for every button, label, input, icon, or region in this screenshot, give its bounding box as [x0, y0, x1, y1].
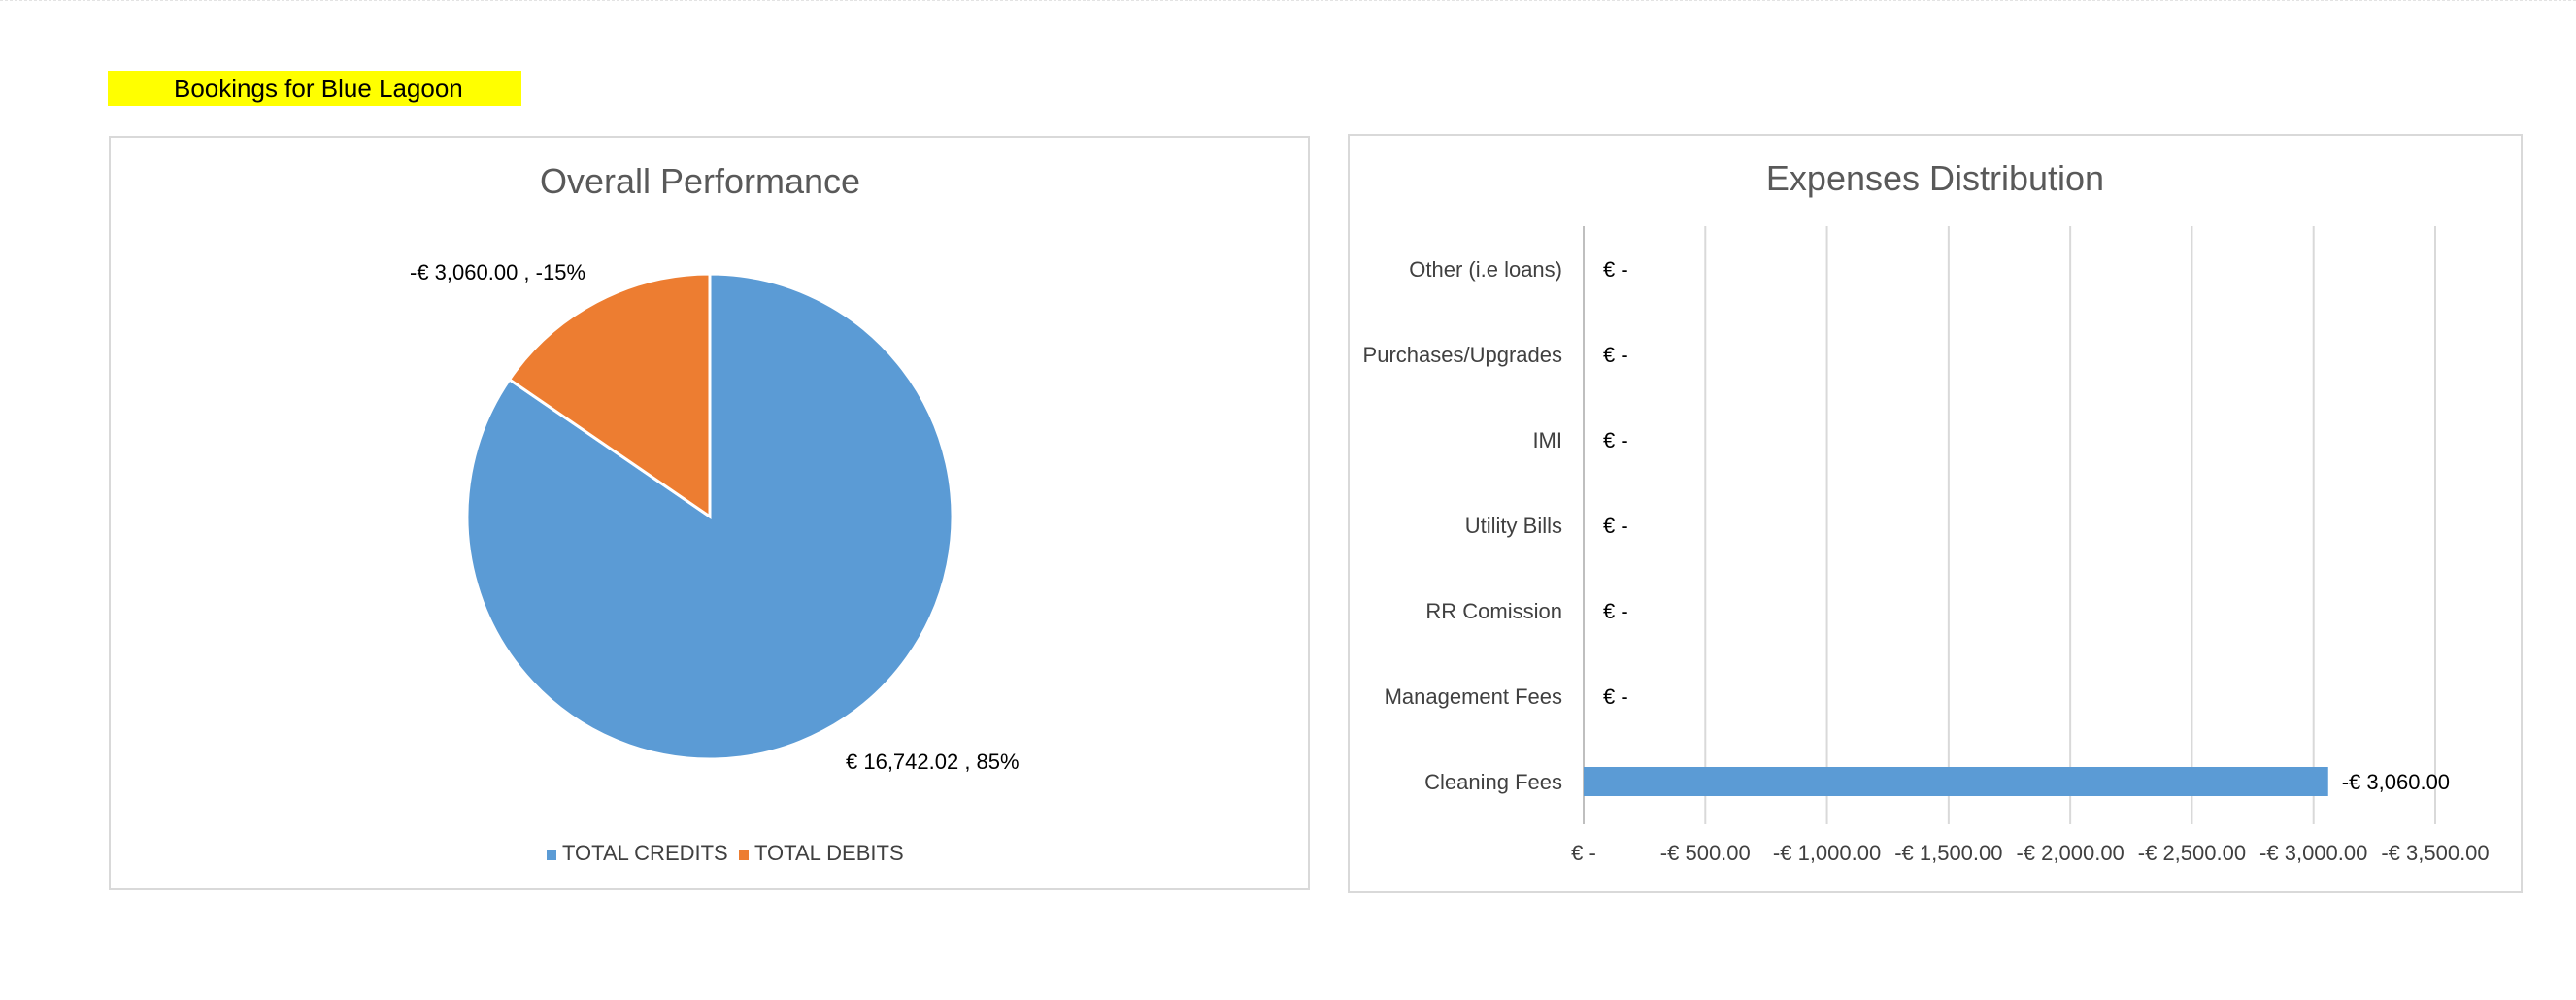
pie-data-label-credits: € 16,742.02 , 85%	[846, 750, 1020, 774]
category-label: Management Fees	[1385, 684, 1562, 709]
pie-chart-svg: Overall Performance € 16,742.02 , 85% -€…	[410, 161, 1020, 865]
bar[interactable]	[1584, 767, 2328, 796]
bar-gridlines	[1583, 226, 2436, 824]
x-tick-label: € -	[1571, 841, 1596, 865]
bar-x-tick-labels: € - -€ 500.00 -€ 1,000.00 -€ 1,500.00 -€ 2,0…	[1571, 841, 2490, 865]
bar-value-label: € -	[1603, 428, 1628, 452]
x-tick-label: -€ 3,000.00	[2259, 841, 2367, 865]
pie-data-label-debits: -€ 3,060.00 , -15%	[410, 260, 585, 284]
legend-swatch-credits	[547, 850, 556, 860]
category-label: Utility Bills	[1465, 514, 1562, 538]
bar-chart-title: Expenses Distribution	[1766, 158, 2104, 198]
pie-chart-title: Overall Performance	[540, 161, 860, 201]
bar-value-label: € -	[1603, 599, 1628, 623]
bar-value-label: € -	[1603, 684, 1628, 709]
x-tick-label: -€ 3,500.00	[2381, 841, 2489, 865]
pie-slice-debits[interactable]	[507, 272, 712, 519]
bar-series	[1584, 767, 2328, 796]
category-label: IMI	[1532, 428, 1562, 452]
category-label: RR Comission	[1425, 599, 1562, 623]
bar-chart-svg: Expenses Distribution Other (i.e loans) P…	[1363, 158, 2490, 865]
category-label: Cleaning Fees	[1424, 770, 1562, 794]
pie-slices	[465, 272, 954, 761]
page-title-banner: Bookings for Blue Lagoon	[108, 71, 521, 106]
bar-value-label: -€ 3,060.00	[2342, 770, 2450, 794]
bar-category-labels: Other (i.e loans) Purchases/Upgrades IMI Ut…	[1363, 257, 1562, 794]
x-tick-label: -€ 1,500.00	[1894, 841, 2002, 865]
bar-value-label: € -	[1603, 514, 1628, 538]
x-tick-label: -€ 1,000.00	[1773, 841, 1881, 865]
overall-performance-chart[interactable]: Overall Performance € 16,742.02 , 85% -€…	[109, 136, 1310, 890]
category-label: Purchases/Upgrades	[1363, 343, 1562, 367]
x-tick-label: -€ 2,500.00	[2138, 841, 2246, 865]
bar-value-labels: € - € - € - € - € - € - -€ 3,060.00	[1603, 257, 2450, 794]
top-border	[0, 0, 2576, 1]
x-tick-label: -€ 2,000.00	[2016, 841, 2124, 865]
category-label: Other (i.e loans)	[1409, 257, 1562, 282]
legend-label-credits: TOTAL CREDITS	[562, 841, 728, 865]
legend-swatch-debits	[739, 850, 749, 860]
bar-value-label: € -	[1603, 343, 1628, 367]
bar-value-label: € -	[1603, 257, 1628, 282]
expenses-distribution-chart[interactable]: Expenses Distribution Other (i.e loans) P…	[1348, 134, 2523, 893]
x-tick-label: -€ 500.00	[1660, 841, 1751, 865]
legend-label-debits: TOTAL DEBITS	[754, 841, 904, 865]
